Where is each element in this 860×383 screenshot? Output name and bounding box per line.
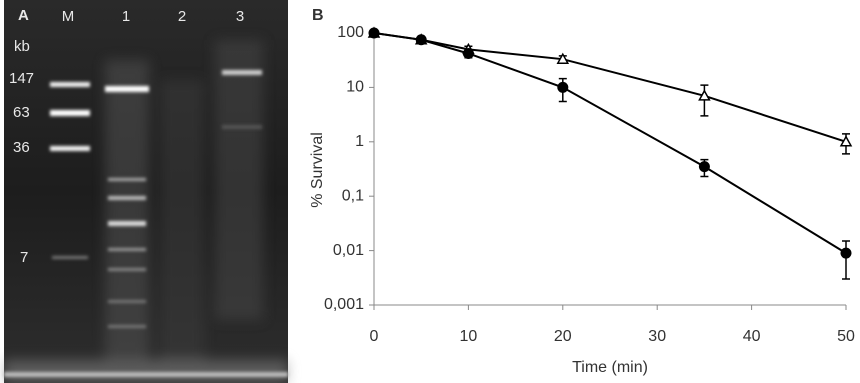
size-label: 147 — [9, 70, 34, 87]
y-tick-label: 10 — [346, 79, 364, 96]
point — [557, 81, 569, 93]
y-tick-label: 0,1 — [342, 187, 364, 204]
point — [368, 27, 380, 39]
y-tick-label: 0,001 — [324, 296, 364, 313]
series-line — [373, 32, 847, 254]
panel-label: B — [312, 7, 324, 24]
x-tick-label: 0 — [370, 328, 379, 345]
chart: B Time (min) % Survival 0,001 0,01 0,1 1 10 1… — [309, 7, 855, 376]
x-tick-label: 40 — [743, 328, 761, 345]
y-tick-label: 1 — [355, 133, 364, 150]
y-tick-label: 100 — [337, 24, 364, 41]
lane-label: 1 — [122, 8, 130, 25]
point — [698, 161, 710, 173]
x-tick-label: 10 — [460, 328, 478, 345]
point — [839, 135, 853, 147]
point — [415, 34, 427, 46]
point — [840, 247, 852, 259]
point — [698, 89, 711, 101]
y-axis-label: % Survival — [309, 132, 326, 208]
x-tick-label: 50 — [837, 328, 855, 345]
point — [462, 47, 474, 59]
size-label: 63 — [13, 104, 30, 121]
point — [556, 52, 570, 64]
lane-label: 2 — [178, 8, 186, 25]
error-bar — [842, 240, 850, 280]
gel-smears — [4, 40, 288, 383]
size-label: 36 — [13, 139, 30, 156]
size-label: 7 — [20, 249, 28, 266]
gel-panel: A M 1 2 3 kb 147 63 36 7 — [4, 0, 288, 383]
x-axis-label: Time (min) — [572, 359, 648, 376]
unit-label: kb — [14, 38, 30, 55]
panel-label: A — [18, 7, 29, 24]
lane-label: M — [62, 8, 75, 25]
gel-bands — [4, 70, 288, 377]
x-tick-label: 30 — [648, 328, 666, 345]
lane-label: 3 — [236, 8, 244, 25]
x-tick-label: 20 — [554, 328, 572, 345]
series-line — [373, 32, 847, 143]
y-tick-label: 0,01 — [333, 242, 364, 259]
